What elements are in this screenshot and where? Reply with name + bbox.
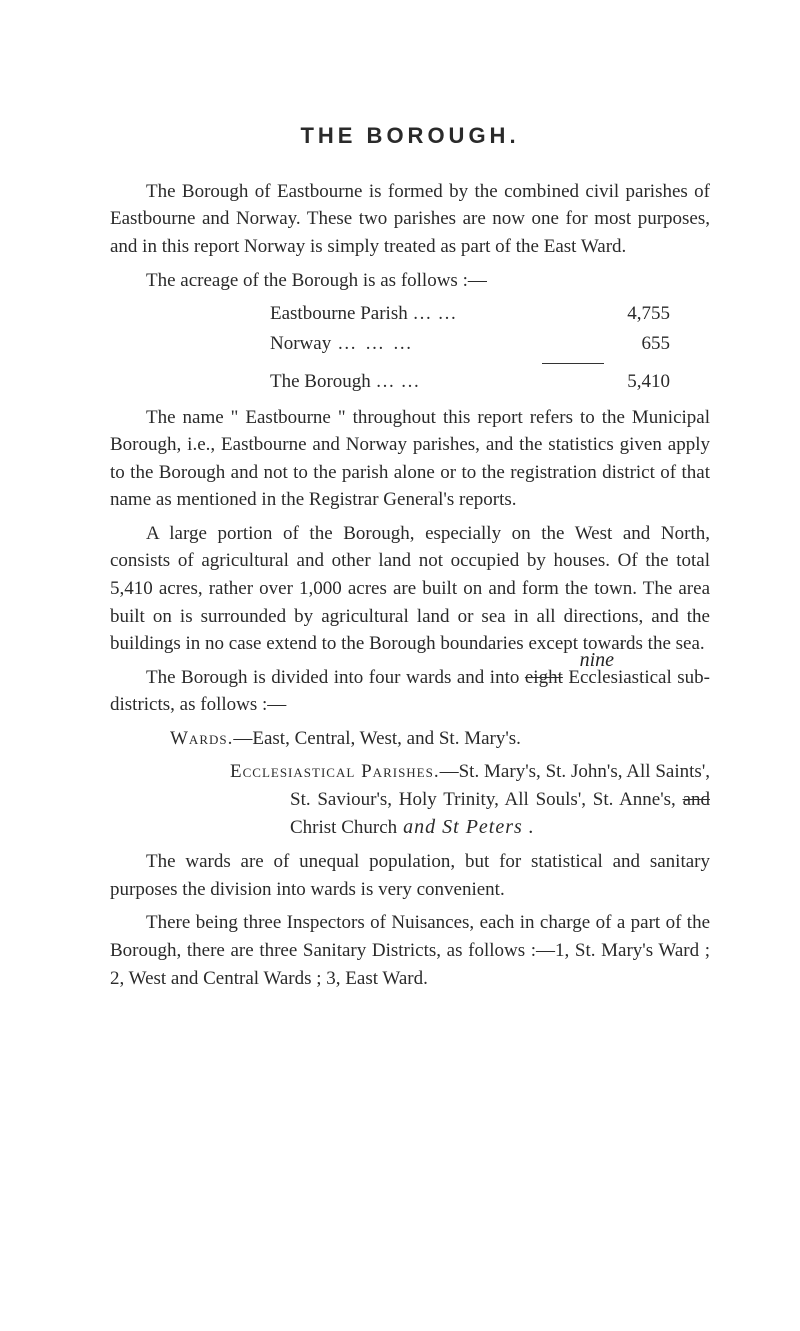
ecclesiastical-text-b: Christ Church: [290, 817, 397, 838]
acreage-value: 5,410: [580, 368, 710, 396]
paragraph-wards-intro: The Borough is divided into four wards a…: [110, 664, 710, 719]
acreage-row-norway: Norway … … … 655: [270, 330, 710, 358]
acreage-label: The Borough …: [270, 368, 395, 396]
text: The Borough is divided into four wards a…: [146, 667, 525, 688]
acreage-row-total: The Borough … … 5,410: [270, 368, 710, 396]
wards-line: Wards.—East, Central, West, and St. Mary…: [206, 725, 710, 753]
acreage-label: Norway: [270, 330, 331, 358]
paragraph-name-scope: The name " Eastbourne " throughout this …: [110, 404, 710, 514]
ecclesiastical-label: Ecclesiastical Parishes.: [230, 761, 440, 782]
acreage-row-eastbourne: Eastbourne Parish … … 4,755: [270, 300, 710, 328]
acreage-value: 4,755: [580, 300, 710, 328]
paragraph-acreage-lead: The acreage of the Borough is as follows…: [110, 267, 710, 295]
sum-rule: [542, 363, 604, 364]
acreage-value: 655: [580, 330, 710, 358]
acreage-dots: …: [431, 300, 580, 328]
wards-label: Wards.: [170, 728, 233, 749]
acreage-dots: … … …: [331, 330, 580, 358]
paragraph-intro: The Borough of Eastbourne is formed by t…: [110, 178, 710, 261]
document-page: THE BOROUGH. The Borough of Eastbourne i…: [0, 0, 800, 1331]
handwritten-nine: nine: [580, 646, 614, 675]
wards-text: —East, Central, West, and St. Mary's.: [233, 728, 521, 749]
page-title: THE BOROUGH.: [110, 120, 710, 152]
margin-tick: ‧: [619, 634, 624, 657]
acreage-label: Eastbourne Parish …: [270, 300, 431, 328]
strike-eight: eight: [525, 667, 563, 688]
ecclesiastical-line: Ecclesiastical Parishes.—St. Mary's, St.…: [290, 758, 710, 842]
paragraph-sanitary: There being three Inspectors of Nuisance…: [110, 909, 710, 992]
handwritten-addition: and St Peters .: [397, 816, 535, 838]
acreage-dots: …: [395, 368, 580, 396]
paragraph-wards-pop: The wards are of unequal population, but…: [110, 848, 710, 903]
strike-and: and: [683, 789, 710, 810]
